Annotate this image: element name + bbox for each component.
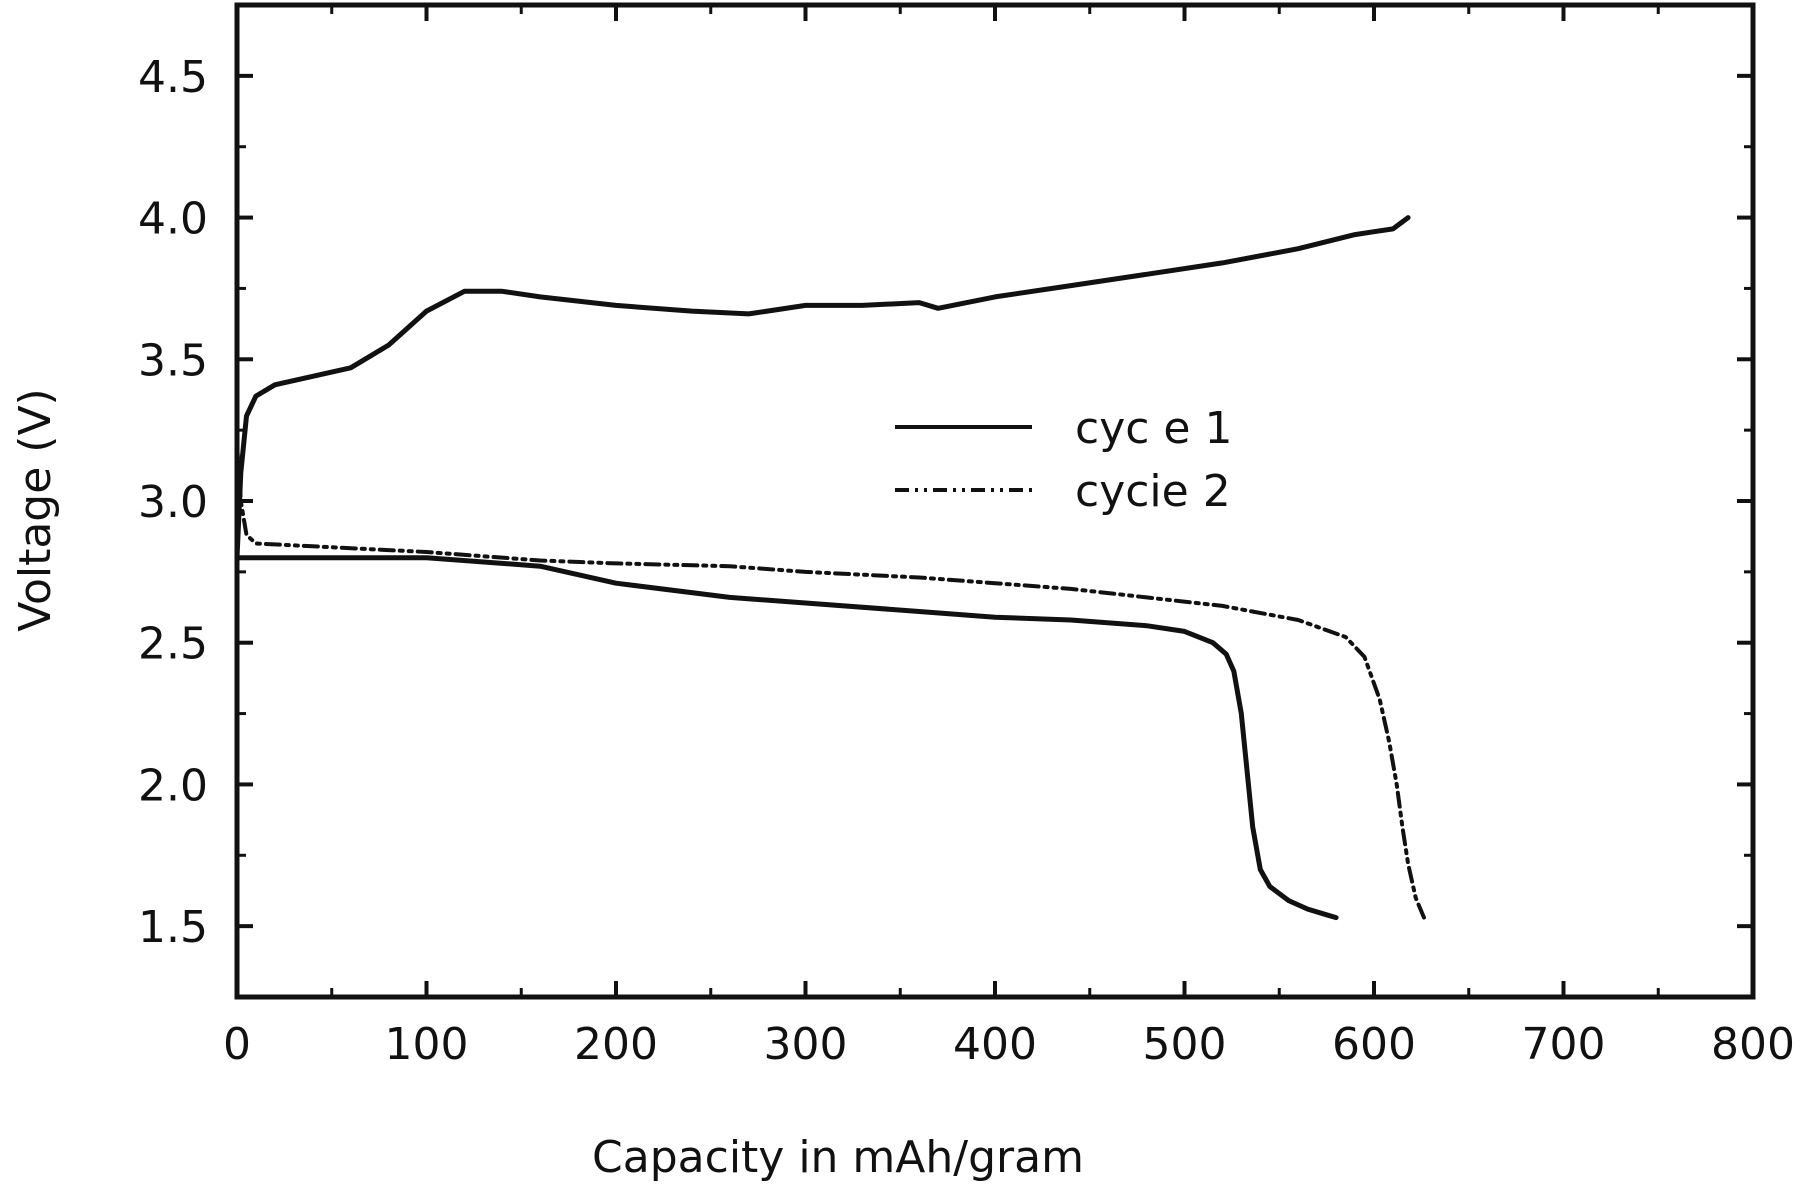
x-tick-label: 100 [385, 1019, 469, 1070]
legend-label-cycle-2: cycie 2 [1075, 466, 1231, 517]
y-tick-label: 3.5 [138, 335, 208, 386]
x-tick-label: 300 [764, 1019, 848, 1070]
x-tick-label: 0 [223, 1019, 251, 1070]
x-tick-label: 600 [1332, 1019, 1416, 1070]
y-tick-label: 2.0 [138, 760, 208, 811]
plot-frame [234, 2, 1756, 1000]
y-tick-label: 4.0 [138, 194, 208, 245]
y-axis-title: Voltage (V) [10, 388, 61, 631]
x-tick-label: 700 [1522, 1019, 1606, 1070]
x-tick-label: 400 [953, 1019, 1037, 1070]
y-tick-label: 2.5 [138, 619, 208, 670]
series-layer [234, 215, 1428, 923]
legend-label-cycle-1: cyc e 1 [1075, 403, 1232, 454]
x-axis-title: Capacity in mAh/gram [592, 1132, 1084, 1183]
y-tick-label: 4.5 [138, 52, 208, 103]
x-tick-label: 200 [574, 1019, 658, 1070]
series-line-cycle-1-segment-1 [234, 215, 1411, 561]
series-line-cycle-1-segment-2 [234, 555, 1339, 921]
x-tick-label: 500 [1143, 1019, 1227, 1070]
series-line-cycle-2-segment-1 [235, 442, 1428, 923]
axis-tick-labels: 0 100 200 300 400 500 600 700 800 1.5 2.0 2.5 3.0 3.5… [138, 52, 1795, 1070]
x-tick-label: 800 [1711, 1019, 1795, 1070]
axis-ticks [235, 5, 1755, 997]
y-tick-label: 3.0 [138, 477, 208, 528]
y-tick-label: 1.5 [138, 902, 208, 953]
legend: cyc e 1 cycie 2 [895, 403, 1232, 517]
